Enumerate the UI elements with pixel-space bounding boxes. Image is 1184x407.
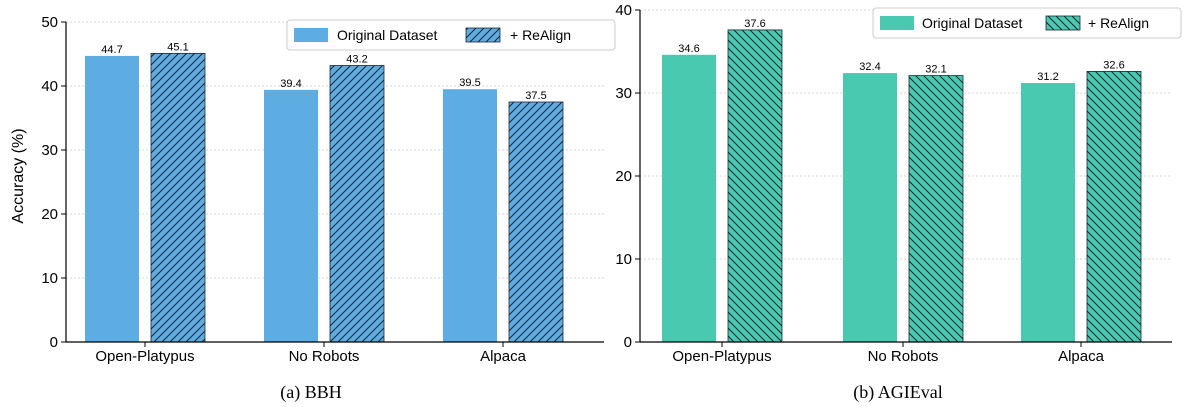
bbh-y-axis-label: Accuracy (%): [10, 128, 27, 223]
bbh-x-ticks: Open-Platypus No Robots Alpaca: [95, 342, 527, 365]
agieval-legend-realign: + ReAlign: [1088, 15, 1149, 31]
agieval-x-ticks: Open-Platypus No Robots Alpaca: [672, 342, 1105, 365]
agieval-y-tick-label: 40: [615, 2, 632, 19]
agieval-y-tick-label: 10: [615, 251, 632, 268]
bbh-y-tick-label: 10: [41, 270, 58, 287]
agieval-bar-original-0: [662, 54, 716, 342]
bbh-legend-swatch-original: [294, 28, 328, 42]
bbh-x-tick-label: Open-Platypus: [95, 348, 194, 365]
agieval-caption: (b) AGIEval: [853, 382, 942, 403]
agieval-legend-swatch-realign: [1045, 15, 1081, 31]
agieval-data-label: 32.4: [859, 61, 880, 73]
bbh-legend-frame: [286, 19, 616, 51]
bbh-bar-realign-0: [150, 52, 206, 343]
bbh-caption: (a) BBH: [280, 382, 342, 403]
agieval-data-label: 34.6: [678, 43, 699, 55]
agieval-bar-realign-0: [727, 29, 783, 343]
bbh-legend-realign: + ReAlign: [510, 27, 571, 43]
bbh-data-label: 39.5: [459, 77, 480, 89]
agieval-bar-realign-1: [908, 75, 964, 343]
bbh-bar-original-0: [85, 55, 139, 343]
agieval-legend-frame: [872, 7, 1182, 39]
agieval-y-tick-label: 0: [624, 334, 632, 351]
agieval-bar-original-1: [843, 73, 897, 342]
bbh-y-tick-label: 40: [41, 78, 58, 95]
bbh-bar-realign-2: [508, 101, 564, 343]
agieval-bar-realign-2: [1086, 71, 1142, 343]
bbh-legend-original: Original Dataset: [337, 27, 437, 43]
agieval-chart: 34.6 37.6 32.4 32.1 31.2 32.6 0 10 20 30 40 Open-…: [615, 2, 1182, 403]
agieval-legend-original: Original Dataset: [922, 15, 1022, 31]
agieval-x-tick-label: Alpaca: [1058, 348, 1105, 365]
agieval-legend: Original Dataset + ReAlign: [872, 7, 1182, 39]
bbh-data-label: 43.2: [346, 54, 367, 66]
agieval-data-label: 37.6: [744, 18, 765, 30]
bbh-data-label: 44.7: [101, 44, 122, 56]
agieval-data-label: 32.6: [1103, 59, 1124, 71]
agieval-axes: [639, 10, 1172, 343]
bbh-y-tick-label: 0: [50, 334, 58, 351]
agieval-data-label: 32.1: [925, 64, 946, 76]
bbh-data-labels: 44.7 45.1 39.4 43.2 39.5 37.5: [101, 41, 546, 102]
agieval-y-tick-label: 30: [615, 85, 632, 102]
agieval-y-ticks: 0 10 20 30 40: [615, 2, 640, 351]
bbh-data-label: 37.5: [525, 90, 546, 102]
bbh-bar-realign-1: [329, 65, 385, 343]
bbh-bar-original-1: [264, 89, 318, 342]
agieval-bars: [662, 29, 1142, 343]
bbh-chart: 44.7 45.1 39.4 43.2 39.5 37.5 0 10 20 30 40 50 Ope…: [10, 14, 616, 403]
bbh-bars: [85, 52, 564, 343]
agieval-y-tick-label: 20: [615, 168, 632, 185]
bbh-bar-original-2: [443, 89, 497, 342]
agieval-legend-swatch-original: [880, 16, 914, 30]
bbh-y-ticks: 0 10 20 30 40 50: [41, 14, 66, 351]
bbh-y-tick-label: 30: [41, 142, 58, 159]
agieval-data-labels: 34.6 37.6 32.4 32.1 31.2 32.6: [678, 18, 1124, 83]
bbh-legend-swatch-realign: [465, 27, 501, 43]
bbh-y-tick-label: 50: [41, 14, 58, 31]
bbh-data-label: 39.4: [280, 78, 301, 90]
agieval-x-tick-label: Open-Platypus: [672, 348, 771, 365]
bbh-axes: [65, 22, 604, 343]
bbh-x-tick-label: No Robots: [289, 348, 360, 365]
agieval-data-label: 31.2: [1037, 71, 1058, 83]
bbh-data-label: 45.1: [167, 41, 188, 53]
agieval-x-tick-label: No Robots: [868, 348, 939, 365]
bbh-legend: Original Dataset + ReAlign: [286, 19, 616, 51]
agieval-bar-original-2: [1021, 83, 1075, 342]
bbh-y-tick-label: 20: [41, 206, 58, 223]
bbh-x-tick-label: Alpaca: [480, 348, 527, 365]
